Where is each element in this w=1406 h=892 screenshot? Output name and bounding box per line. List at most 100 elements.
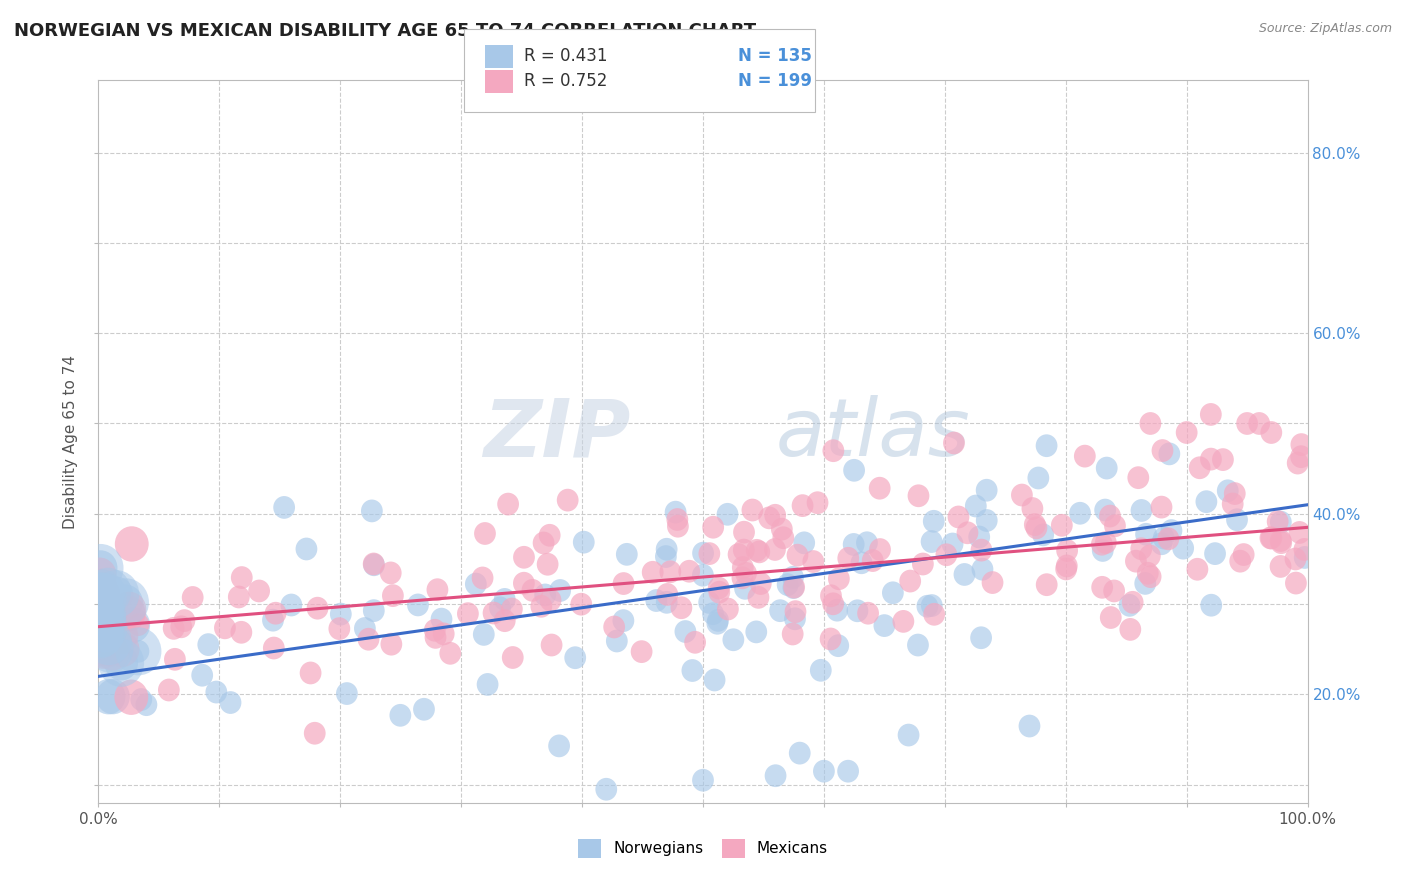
Ellipse shape — [976, 509, 998, 532]
Ellipse shape — [858, 602, 879, 624]
Ellipse shape — [83, 581, 117, 616]
Ellipse shape — [1024, 513, 1046, 536]
Ellipse shape — [723, 628, 744, 651]
Ellipse shape — [748, 541, 770, 563]
Ellipse shape — [381, 632, 402, 656]
Ellipse shape — [1157, 527, 1180, 550]
Ellipse shape — [1130, 537, 1152, 560]
Ellipse shape — [1028, 467, 1049, 490]
Ellipse shape — [948, 506, 969, 528]
Ellipse shape — [299, 662, 322, 684]
Ellipse shape — [1056, 539, 1078, 562]
Ellipse shape — [1056, 555, 1077, 577]
Ellipse shape — [86, 597, 120, 632]
Ellipse shape — [616, 543, 638, 566]
Ellipse shape — [942, 533, 963, 556]
Ellipse shape — [810, 659, 832, 681]
Ellipse shape — [79, 570, 125, 617]
Ellipse shape — [856, 532, 877, 554]
Ellipse shape — [307, 597, 329, 620]
Ellipse shape — [1267, 510, 1288, 533]
Ellipse shape — [1249, 412, 1270, 435]
Ellipse shape — [709, 581, 730, 604]
Ellipse shape — [426, 578, 449, 601]
Ellipse shape — [897, 723, 920, 747]
Ellipse shape — [699, 542, 720, 565]
Ellipse shape — [922, 510, 945, 533]
Ellipse shape — [83, 584, 117, 619]
Ellipse shape — [538, 524, 561, 547]
Ellipse shape — [84, 595, 118, 631]
Ellipse shape — [197, 633, 219, 656]
Ellipse shape — [703, 669, 725, 691]
Ellipse shape — [83, 607, 117, 641]
Y-axis label: Disability Age 65 to 74: Disability Age 65 to 74 — [63, 354, 79, 529]
Ellipse shape — [783, 576, 804, 599]
Ellipse shape — [329, 617, 350, 640]
Ellipse shape — [655, 591, 678, 614]
Ellipse shape — [548, 734, 569, 757]
Ellipse shape — [1130, 500, 1153, 522]
Ellipse shape — [924, 603, 945, 625]
Ellipse shape — [823, 440, 844, 462]
Ellipse shape — [114, 680, 148, 714]
Ellipse shape — [969, 525, 990, 549]
Ellipse shape — [87, 610, 121, 646]
Text: NORWEGIAN VS MEXICAN DISABILITY AGE 65 TO 74 CORRELATION CHART: NORWEGIAN VS MEXICAN DISABILITY AGE 65 T… — [14, 22, 756, 40]
Ellipse shape — [471, 566, 494, 590]
Ellipse shape — [733, 521, 755, 543]
Legend: Norwegians, Mexicans: Norwegians, Mexicans — [572, 833, 834, 863]
Ellipse shape — [363, 552, 385, 575]
Ellipse shape — [1137, 562, 1159, 584]
Ellipse shape — [96, 679, 129, 714]
Ellipse shape — [105, 632, 139, 667]
Ellipse shape — [533, 532, 554, 554]
Ellipse shape — [786, 544, 808, 566]
Ellipse shape — [1294, 546, 1316, 569]
Ellipse shape — [717, 598, 738, 621]
Ellipse shape — [1099, 505, 1121, 527]
Ellipse shape — [382, 584, 404, 607]
Ellipse shape — [603, 615, 626, 639]
Ellipse shape — [135, 693, 157, 716]
Ellipse shape — [776, 574, 799, 596]
Ellipse shape — [103, 578, 149, 626]
Ellipse shape — [1199, 403, 1222, 425]
Ellipse shape — [717, 503, 738, 525]
Ellipse shape — [641, 561, 664, 583]
Ellipse shape — [86, 568, 131, 615]
Ellipse shape — [731, 566, 754, 590]
Ellipse shape — [77, 603, 122, 651]
Ellipse shape — [692, 564, 714, 587]
Ellipse shape — [692, 769, 714, 791]
Ellipse shape — [900, 570, 921, 592]
Ellipse shape — [98, 639, 145, 687]
Text: R = 0.431: R = 0.431 — [524, 47, 607, 65]
Ellipse shape — [862, 549, 883, 572]
Ellipse shape — [425, 619, 446, 641]
Ellipse shape — [675, 620, 696, 643]
Ellipse shape — [972, 558, 994, 581]
Ellipse shape — [842, 533, 865, 556]
Ellipse shape — [157, 679, 180, 701]
Ellipse shape — [87, 579, 121, 615]
Ellipse shape — [77, 574, 122, 622]
Ellipse shape — [1160, 519, 1182, 542]
Ellipse shape — [837, 760, 859, 782]
Ellipse shape — [1270, 532, 1292, 554]
Ellipse shape — [173, 609, 195, 632]
Ellipse shape — [354, 617, 375, 640]
Ellipse shape — [921, 530, 942, 553]
Ellipse shape — [1289, 521, 1310, 544]
Ellipse shape — [84, 576, 118, 611]
Ellipse shape — [763, 538, 786, 561]
Ellipse shape — [494, 609, 516, 632]
Ellipse shape — [550, 579, 571, 602]
Ellipse shape — [477, 673, 499, 696]
Ellipse shape — [87, 624, 134, 673]
Ellipse shape — [104, 618, 138, 654]
Ellipse shape — [1128, 467, 1149, 489]
Ellipse shape — [93, 608, 127, 643]
Ellipse shape — [813, 760, 835, 782]
Ellipse shape — [1260, 421, 1282, 444]
